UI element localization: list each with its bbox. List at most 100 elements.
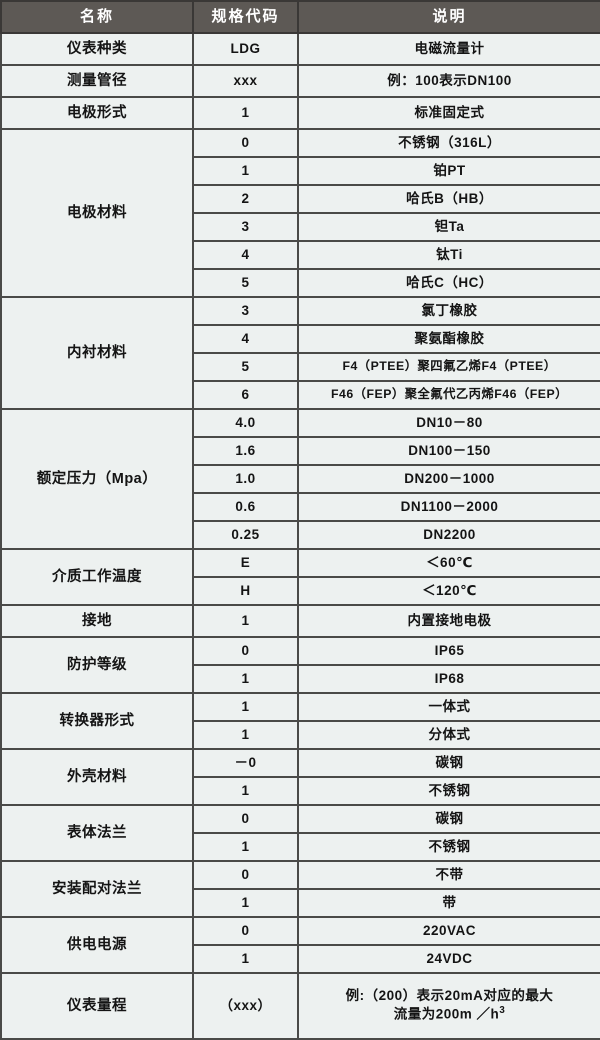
table-row: 5 哈氏C（HC） [1, 268, 600, 298]
description-cell: 220VAC [297, 916, 600, 946]
table-row: 介质工作温度 E ＜60℃ [0, 548, 600, 606]
description-cell: 不锈钢（316L） [297, 128, 600, 158]
description-cell: 碳钢 [297, 748, 600, 778]
description-cell: 钛Ti [297, 240, 600, 270]
spec-code-cell: 1 [192, 96, 299, 130]
description-cell: 内置接地电极 [297, 604, 600, 638]
table-row: 1 铂PT [1, 156, 600, 186]
description-cell: DN2200 [297, 520, 600, 550]
table-row: 1.6 DN100－150 [1, 436, 600, 466]
group-name-cell: 电极材料 [0, 128, 194, 298]
spec-code-cell: 1.6 [192, 436, 299, 466]
group-name-cell: 仪表种类 [0, 32, 194, 66]
description-cell: F46（FEP）聚全氟代乙丙烯F46（FEP） [297, 380, 600, 410]
description-cell: 聚氨酯橡胶 [297, 324, 600, 354]
table-row: 4 聚氨酯橡胶 [1, 324, 600, 354]
table-row: 1 IP68 [1, 664, 600, 694]
description-cell: DN10－80 [297, 408, 600, 438]
spec-code-cell: 4 [192, 324, 299, 354]
description-cell: 碳钢 [297, 804, 600, 834]
description-cell: 氯丁橡胶 [297, 296, 600, 326]
description-cell: DN100－150 [297, 436, 600, 466]
description-cell: 不锈钢 [297, 776, 600, 806]
table-header-row: 名称 规格代码 说明 [0, 0, 600, 34]
table-row: 接地 1 内置接地电极 [0, 604, 600, 638]
table-row: 转换器形式 1 一体式 [0, 692, 600, 750]
spec-code-cell: 0 [192, 804, 299, 834]
table-row: 供电电源 0 220VAC [0, 916, 600, 974]
description-cell: 带 [297, 888, 600, 918]
description-cell: 不锈钢 [297, 832, 600, 862]
table-row: 测量管径 xxx 例：100表示DN100 [0, 64, 600, 98]
column-header-description: 说明 [297, 0, 600, 34]
group-name-cell: 外壳材料 [0, 748, 194, 806]
table-row: 内衬材料 3 氯丁橡胶 [0, 296, 600, 410]
table-row: 0.6 DN1100－2000 [1, 492, 600, 522]
description-cell: IP65 [297, 636, 600, 666]
spec-code-cell: 1.0 [192, 464, 299, 494]
table-row: 2 哈氏B（HB） [1, 184, 600, 214]
spec-code-cell: 4 [192, 240, 299, 270]
table-body: 仪表种类 LDG 电磁流量计 测量管径 xxx 例：100表示DN100 电极形… [0, 32, 600, 1040]
group-name-cell: 电极形式 [0, 96, 194, 130]
table-row: 电极材料 0 不锈钢（316L） [0, 128, 600, 298]
table-row: 仪表种类 LDG 电磁流量计 [0, 32, 600, 66]
table-row: 6 F46（FEP）聚全氟代乙丙烯F46（FEP） [1, 380, 600, 410]
description-cell: DN1100－2000 [297, 492, 600, 522]
description-cell: 例：100表示DN100 [297, 64, 600, 98]
description-line-1: 例:（200）表示20mA对应的最大 [345, 988, 554, 1004]
description-cell: 哈氏B（HB） [297, 184, 600, 214]
group-name-cell: 测量管径 [0, 64, 194, 98]
table-row: 4 钛Ti [1, 240, 600, 270]
spec-code-cell: LDG [192, 32, 299, 66]
table-row: 1 分体式 [1, 720, 600, 750]
spec-code-cell: H [192, 576, 299, 606]
description-cell: 24VDC [297, 944, 600, 974]
table-row: 仪表量程 （xxx） 例:（200）表示20mA对应的最大 流量为200m ／h… [0, 972, 600, 1040]
description-line-2: 流量为200m ／h3 [299, 1005, 600, 1023]
spec-code-cell: （xxx） [192, 972, 299, 1040]
group-name-cell: 防护等级 [0, 636, 194, 694]
group-name-cell: 表体法兰 [0, 804, 194, 862]
description-cell: 分体式 [297, 720, 600, 750]
table-row: 安装配对法兰 0 不带 [0, 860, 600, 918]
spec-code-cell: 5 [192, 268, 299, 298]
description-cell: ＜120℃ [297, 576, 600, 606]
spec-code-cell: 1 [192, 776, 299, 806]
spec-code-cell: 0 [192, 916, 299, 946]
spec-code-cell: 1 [192, 604, 299, 638]
description-cell: 一体式 [297, 692, 600, 722]
spec-code-cell: 1 [192, 832, 299, 862]
table-row: 防护等级 0 IP65 [0, 636, 600, 694]
description-cell: F4（PTEE）聚四氟乙烯F4（PTEE） [297, 352, 600, 382]
spec-code-cell: 0.6 [192, 492, 299, 522]
table-row: 0.25 DN2200 [1, 520, 600, 550]
spec-code-cell: 0 [192, 860, 299, 890]
description-line-2-text: 流量为200m ／h [393, 1006, 500, 1022]
spec-code-cell: 4.0 [192, 408, 299, 438]
spec-code-cell: xxx [192, 64, 299, 98]
cubic-exponent: 3 [499, 1005, 506, 1017]
table-row: 1 不锈钢 [1, 776, 600, 806]
table-row: 电极形式 1 标准固定式 [0, 96, 600, 130]
spec-code-cell: 0.25 [192, 520, 299, 550]
spec-code-cell: 0 [192, 636, 299, 666]
spec-code-cell: 0 [192, 128, 299, 158]
table-header: 名称 规格代码 说明 [0, 0, 600, 34]
table-row: 5 F4（PTEE）聚四氟乙烯F4（PTEE） [1, 352, 600, 382]
spec-code-cell: －0 [192, 748, 299, 778]
description-cell: 不带 [297, 860, 600, 890]
spec-code-cell: 1 [192, 944, 299, 974]
spec-code-cell: 3 [192, 212, 299, 242]
table-row: H ＜120℃ [1, 576, 600, 606]
group-name-cell: 转换器形式 [0, 692, 194, 750]
spec-code-cell: E [192, 548, 299, 578]
group-name-cell: 安装配对法兰 [0, 860, 194, 918]
column-header-spec-code: 规格代码 [192, 0, 299, 34]
spec-code-cell: 1 [192, 888, 299, 918]
table-row: 1 不锈钢 [1, 832, 600, 862]
group-name-cell: 介质工作温度 [0, 548, 194, 606]
table-row: 3 钽Ta [1, 212, 600, 242]
group-name-cell: 内衬材料 [0, 296, 194, 410]
table-row: 1 带 [1, 888, 600, 918]
